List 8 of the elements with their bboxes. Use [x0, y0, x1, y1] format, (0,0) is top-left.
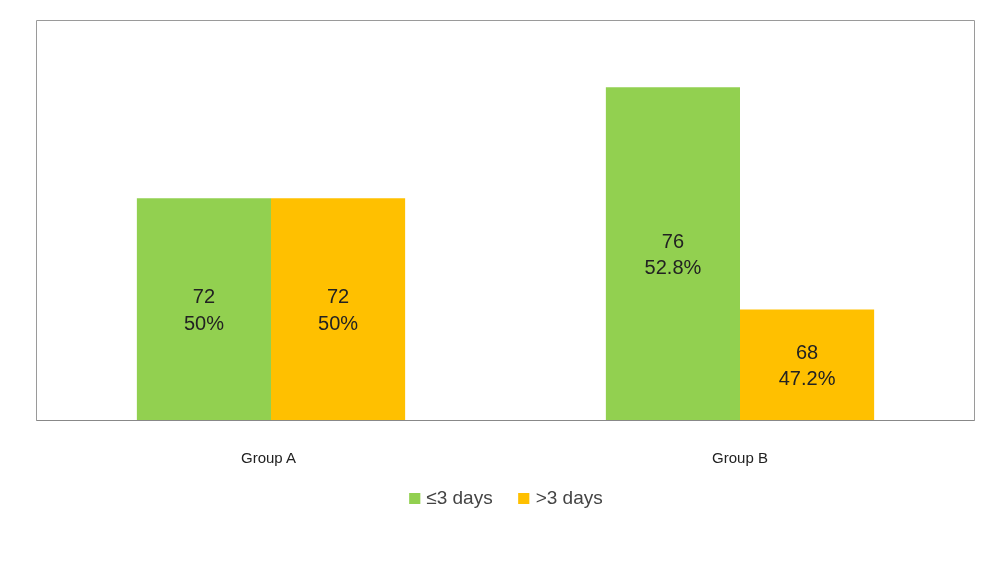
x-tick-label: Group A [240, 448, 297, 466]
data-label: 72 50% [318, 285, 359, 334]
data-label: 76 52.8% [644, 229, 702, 279]
legend-label: >3 days [535, 487, 603, 509]
legend-label: ≤3 days [426, 487, 493, 509]
data-label: 72 50% [183, 285, 225, 334]
x-tick-label: Group B [712, 448, 768, 466]
data-label: 68 47.2% [778, 340, 836, 390]
